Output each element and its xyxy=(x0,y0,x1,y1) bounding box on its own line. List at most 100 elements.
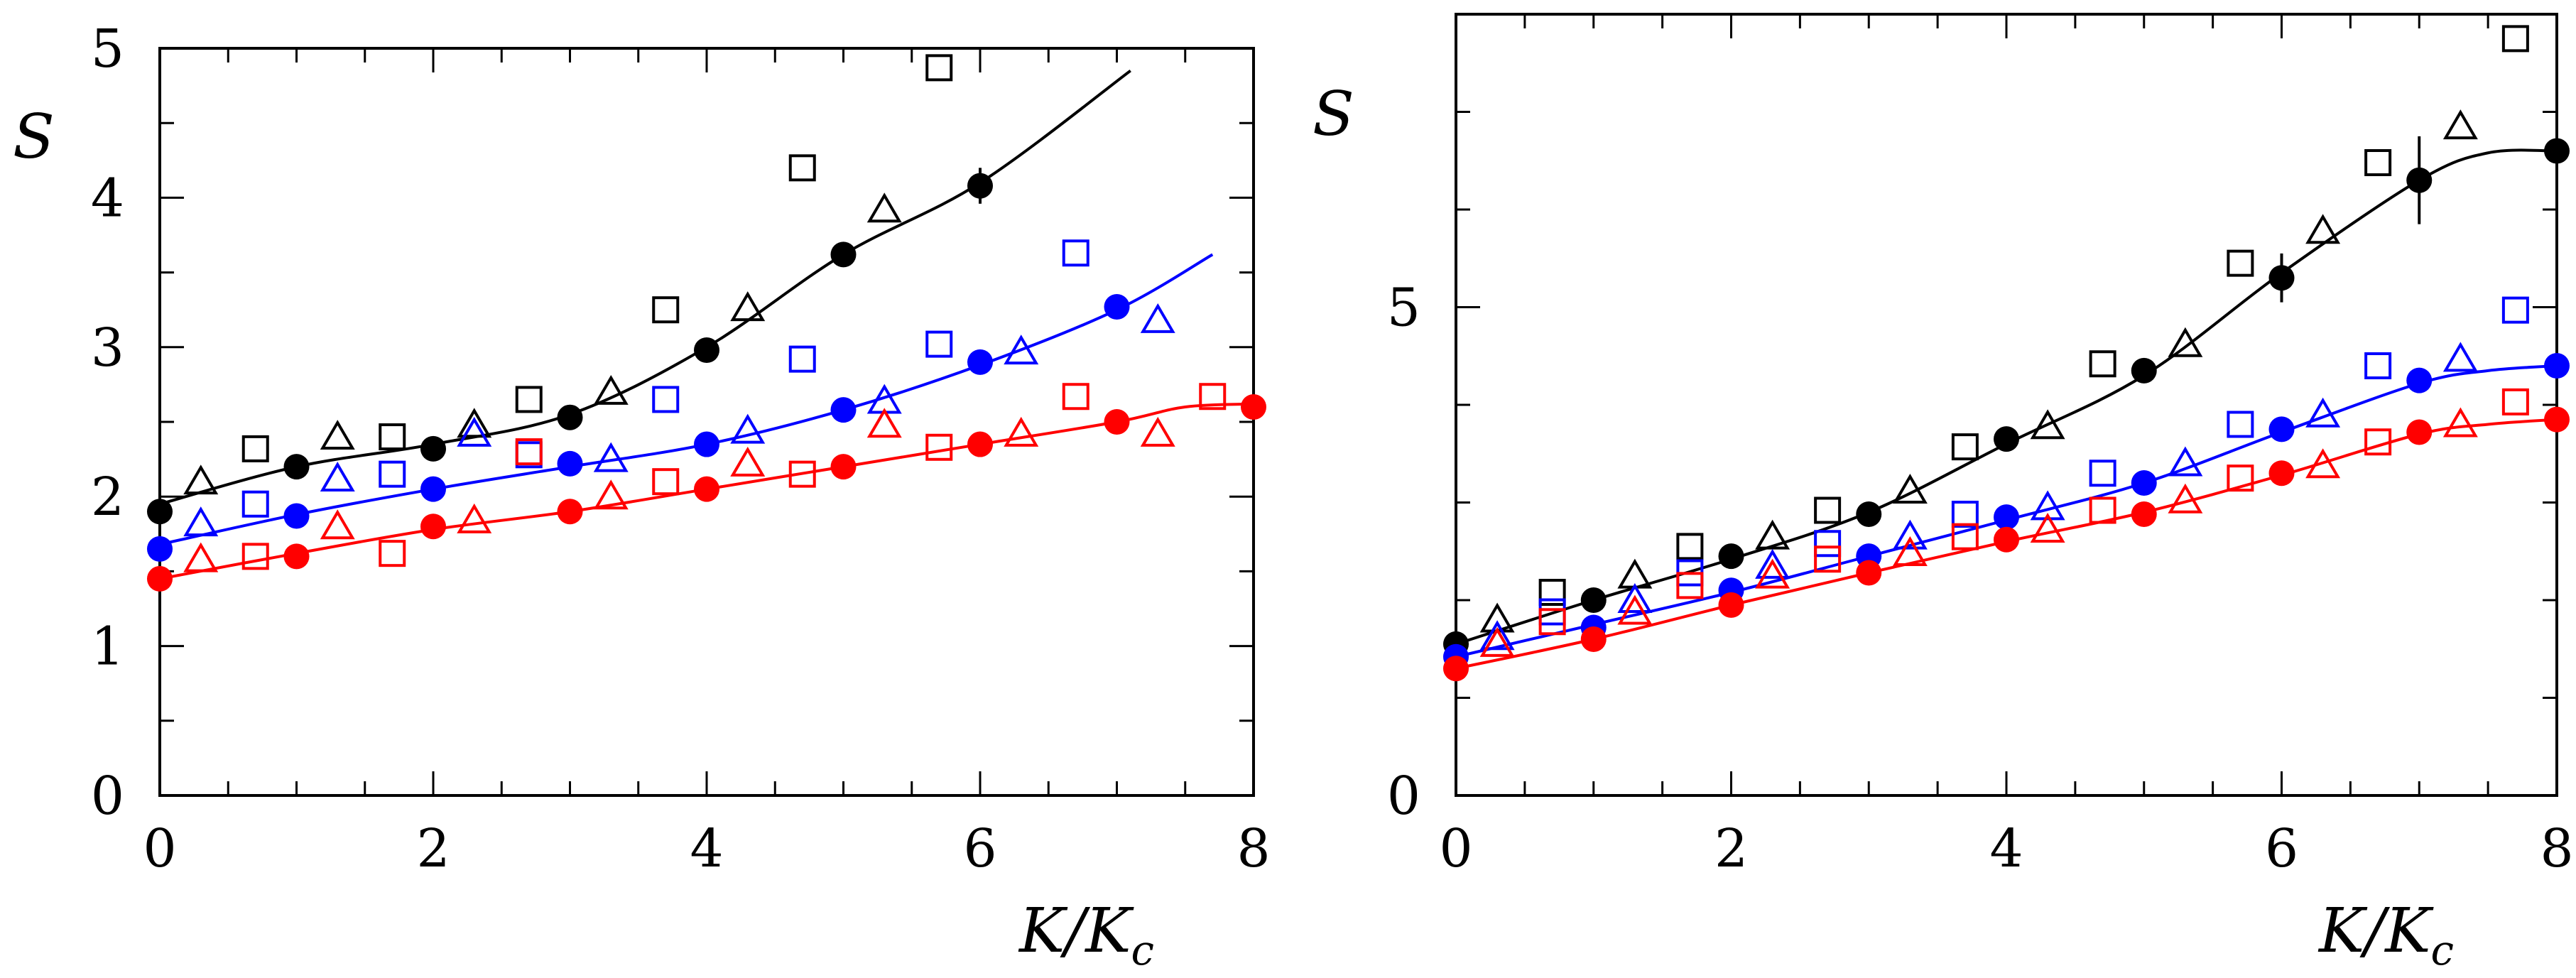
blue-filled-point xyxy=(2131,470,2157,496)
y-tick-label: 4 xyxy=(91,168,124,229)
x-axis-label: K/Kc xyxy=(1018,896,1154,974)
y-tick-label: 0 xyxy=(1387,766,1420,827)
red-triangles-point xyxy=(866,408,902,438)
blue-line-curve xyxy=(159,253,1214,546)
red-squares-point xyxy=(1814,545,1842,573)
black-triangles-point xyxy=(730,291,766,322)
red-filled-point xyxy=(1104,409,1130,435)
blue-filled-point xyxy=(557,450,583,477)
black-squares-point xyxy=(2089,350,2116,378)
black-triangles-point xyxy=(1755,519,1790,550)
blue-triangles-point xyxy=(593,442,629,472)
x-tick-label: 6 xyxy=(2265,818,2298,879)
red-filled-point xyxy=(557,499,583,525)
blue-triangles-point xyxy=(2305,397,2341,428)
blue-triangles-point xyxy=(457,416,492,447)
blue-triangles-point xyxy=(2030,490,2065,521)
red-filled-point xyxy=(1241,393,1266,420)
black-squares-point xyxy=(1814,496,1842,524)
x-tick-label: 0 xyxy=(143,818,176,879)
black-filled-point xyxy=(2406,167,2433,193)
blue-filled-point xyxy=(830,397,857,423)
blue-filled-point xyxy=(1104,293,1130,320)
red-filled-point xyxy=(2544,406,2570,433)
blue-squares-point xyxy=(241,490,269,518)
black-triangles-point xyxy=(457,408,492,438)
red-triangles-point xyxy=(1755,558,1790,589)
black-squares-point xyxy=(2501,25,2529,53)
x-tick-label: 2 xyxy=(1714,818,1748,879)
black-squares-point xyxy=(1676,533,1704,560)
black-filled-point xyxy=(420,435,446,462)
black-triangles-point xyxy=(183,464,219,495)
blue-triangles-point xyxy=(1140,303,1175,333)
red-triangles-point xyxy=(1140,416,1175,447)
blue-squares-point xyxy=(925,330,953,358)
black-triangles-point xyxy=(866,192,902,223)
red-squares-point xyxy=(515,438,543,466)
red-filled-point xyxy=(1718,592,1744,618)
black-filled-point xyxy=(967,173,993,199)
red-triangles-point xyxy=(730,446,766,477)
y-axis-label: S xyxy=(1313,79,1354,150)
red-triangles-point xyxy=(1617,594,1653,625)
blue-squares-point xyxy=(379,460,406,488)
red-triangles-point xyxy=(183,542,219,572)
x-tick-label: 2 xyxy=(416,818,450,879)
black-filled-point xyxy=(1994,426,2019,452)
blue-squares-point xyxy=(2364,352,2392,379)
black-squares-point xyxy=(2227,249,2254,277)
black-triangles-point xyxy=(2030,409,2065,440)
blue-triangles-point xyxy=(730,413,766,444)
red-filled-point xyxy=(420,514,446,540)
y-tick-label: 5 xyxy=(1387,278,1420,339)
red-filled-point xyxy=(2131,501,2157,527)
red-filled-point xyxy=(1994,526,2019,553)
red-squares-point xyxy=(2089,496,2116,524)
blue-squares-point xyxy=(788,345,816,373)
red-squares-point xyxy=(379,540,406,567)
blue-triangles-point xyxy=(183,506,219,537)
blue-filled-point xyxy=(420,476,446,502)
black-line-curve xyxy=(1455,148,2558,646)
black-filled-point xyxy=(694,337,719,364)
red-triangles-point xyxy=(1892,536,1928,566)
red-triangles-point xyxy=(2168,483,2203,514)
blue-squares-point xyxy=(652,386,680,413)
black-filled-point xyxy=(830,241,857,268)
x-tick-label: 4 xyxy=(1989,818,2023,879)
red-squares-point xyxy=(1538,608,1566,636)
y-tick-label: 1 xyxy=(91,616,124,678)
x-tick-label: 8 xyxy=(2540,818,2573,879)
red-filled-point xyxy=(1580,626,1607,652)
plot-frame xyxy=(1455,13,2558,797)
red-squares-point xyxy=(1951,523,1979,550)
y-tick-label: 2 xyxy=(91,467,124,528)
red-filled-point xyxy=(2268,460,2295,487)
red-squares-point xyxy=(2501,388,2529,415)
blue-triangles-point xyxy=(1892,519,1928,550)
left-panel: 0 2 4 6 8 0 1 2 3 4 5S K/Kc xyxy=(13,18,1271,974)
blue-filled-point xyxy=(2268,416,2295,442)
right-panel: 0 2 4 6 8 0 5 S K/Kc xyxy=(1313,13,2574,974)
red-triangles-point xyxy=(320,509,355,540)
x-tick-label: 4 xyxy=(690,818,723,879)
black-filled-point xyxy=(1718,543,1744,570)
red-filled-point xyxy=(830,454,857,480)
black-filled-point xyxy=(2544,138,2570,164)
red-filled-point xyxy=(1443,656,1469,682)
y-tick-label: 3 xyxy=(91,317,124,379)
red-squares-point xyxy=(241,543,269,570)
x-axis-label: K/Kc xyxy=(2317,896,2454,974)
red-filled-point xyxy=(147,565,173,592)
black-squares-point xyxy=(379,423,406,451)
red-squares-point xyxy=(925,433,953,461)
black-filled-point xyxy=(2131,357,2157,384)
black-squares-point xyxy=(2364,149,2392,176)
red-triangles-point xyxy=(2442,407,2478,438)
black-filled-point xyxy=(1580,587,1607,613)
black-triangles-point xyxy=(320,420,355,450)
red-squares-point xyxy=(788,460,816,488)
blue-filled-point xyxy=(2544,353,2570,379)
